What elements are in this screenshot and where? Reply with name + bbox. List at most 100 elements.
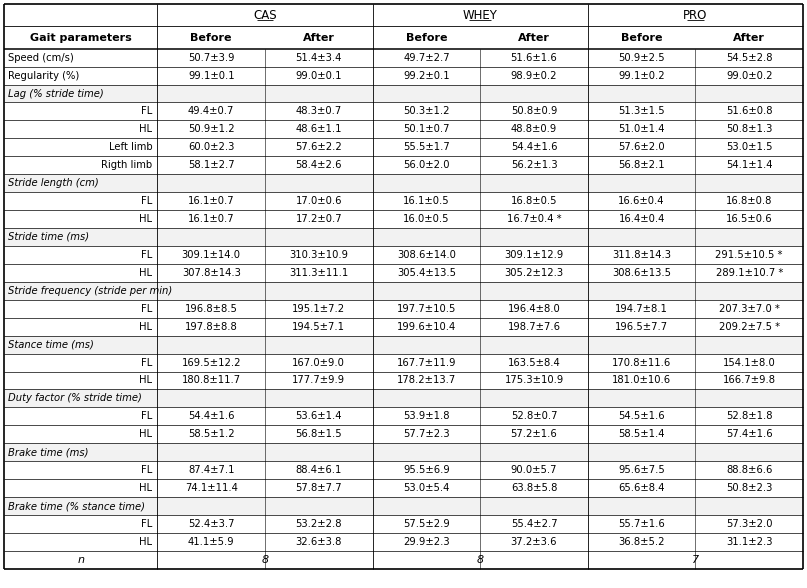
Text: HL: HL [140, 483, 153, 493]
Text: FL: FL [141, 412, 153, 422]
Bar [4, 85, 803, 102]
Text: 51.0±1.4: 51.0±1.4 [618, 125, 665, 135]
Text: 8: 8 [261, 555, 269, 565]
Text: FL: FL [141, 465, 153, 475]
Text: 167.0±9.0: 167.0±9.0 [292, 358, 345, 368]
Text: 178.2±13.7: 178.2±13.7 [397, 376, 456, 386]
Text: Regularity (%): Regularity (%) [8, 71, 79, 81]
Text: 57.2±1.6: 57.2±1.6 [511, 429, 558, 439]
Text: 167.7±11.9: 167.7±11.9 [397, 358, 456, 368]
Text: 209.2±7.5 *: 209.2±7.5 * [719, 322, 780, 332]
Text: After: After [734, 32, 765, 42]
Bar [4, 497, 803, 515]
Text: 58.5±1.2: 58.5±1.2 [188, 429, 235, 439]
Text: After: After [518, 32, 550, 42]
Text: 194.7±8.1: 194.7±8.1 [615, 304, 668, 314]
Text: 197.8±8.8: 197.8±8.8 [185, 322, 237, 332]
Text: 31.1±2.3: 31.1±2.3 [726, 537, 772, 547]
Text: 175.3±10.9: 175.3±10.9 [504, 376, 563, 386]
Text: 65.6±8.4: 65.6±8.4 [618, 483, 665, 493]
Text: 305.2±12.3: 305.2±12.3 [504, 268, 563, 278]
Text: HL: HL [140, 268, 153, 278]
Text: 307.8±14.3: 307.8±14.3 [182, 268, 240, 278]
Text: Brake time (% stance time): Brake time (% stance time) [8, 501, 145, 511]
Text: FL: FL [141, 196, 153, 206]
Text: 311.8±14.3: 311.8±14.3 [612, 250, 671, 260]
Text: 163.5±8.4: 163.5±8.4 [508, 358, 560, 368]
Text: 88.4±6.1: 88.4±6.1 [295, 465, 342, 475]
Text: 56.8±1.5: 56.8±1.5 [295, 429, 342, 439]
Text: 8: 8 [477, 555, 483, 565]
Text: 36.8±5.2: 36.8±5.2 [618, 537, 665, 547]
Text: 48.8±0.9: 48.8±0.9 [511, 125, 557, 135]
Text: Brake time (ms): Brake time (ms) [8, 447, 89, 457]
Text: FL: FL [141, 106, 153, 116]
Text: 199.6±10.4: 199.6±10.4 [397, 322, 456, 332]
Text: 87.4±7.1: 87.4±7.1 [188, 465, 235, 475]
Text: 99.1±0.2: 99.1±0.2 [618, 71, 665, 81]
Text: 310.3±10.9: 310.3±10.9 [289, 250, 349, 260]
Text: 74.1±11.4: 74.1±11.4 [185, 483, 237, 493]
Text: 17.0±0.6: 17.0±0.6 [295, 196, 342, 206]
Text: 16.8±0.5: 16.8±0.5 [511, 196, 558, 206]
Text: 16.7±0.4 *: 16.7±0.4 * [507, 214, 562, 224]
Text: 57.5±2.9: 57.5±2.9 [403, 519, 449, 529]
Text: 311.3±11.1: 311.3±11.1 [289, 268, 349, 278]
Text: 58.4±2.6: 58.4±2.6 [295, 161, 342, 171]
Text: 52.8±0.7: 52.8±0.7 [511, 412, 558, 422]
Text: 63.8±5.8: 63.8±5.8 [511, 483, 557, 493]
Bar [4, 389, 803, 407]
Text: CAS: CAS [253, 9, 277, 22]
Text: 50.1±0.7: 50.1±0.7 [404, 125, 449, 135]
Text: HL: HL [140, 322, 153, 332]
Text: 154.1±8.0: 154.1±8.0 [723, 358, 776, 368]
Text: 56.2±1.3: 56.2±1.3 [511, 161, 558, 171]
Text: 177.7±9.9: 177.7±9.9 [292, 376, 345, 386]
Text: 51.6±0.8: 51.6±0.8 [726, 106, 772, 116]
Text: 50.8±1.3: 50.8±1.3 [726, 125, 772, 135]
Text: 57.7±2.3: 57.7±2.3 [403, 429, 449, 439]
Text: 181.0±10.6: 181.0±10.6 [612, 376, 671, 386]
Text: 196.8±8.5: 196.8±8.5 [185, 304, 237, 314]
Text: 194.5±7.1: 194.5±7.1 [292, 322, 345, 332]
Text: 54.4±1.6: 54.4±1.6 [188, 412, 235, 422]
Text: 32.6±3.8: 32.6±3.8 [295, 537, 342, 547]
Text: WHEY: WHEY [462, 9, 498, 22]
Text: 166.7±9.8: 166.7±9.8 [723, 376, 776, 386]
Text: 16.1±0.5: 16.1±0.5 [403, 196, 449, 206]
Text: HL: HL [140, 429, 153, 439]
Text: 55.7±1.6: 55.7±1.6 [618, 519, 665, 529]
Text: 49.4±0.7: 49.4±0.7 [188, 106, 234, 116]
Text: 50.8±2.3: 50.8±2.3 [726, 483, 772, 493]
Text: Stride frequency (stride per min): Stride frequency (stride per min) [8, 286, 172, 296]
Text: 95.5±6.9: 95.5±6.9 [403, 465, 449, 475]
Text: 54.5±1.6: 54.5±1.6 [618, 412, 665, 422]
Text: 60.0±2.3: 60.0±2.3 [188, 142, 234, 152]
Text: 54.5±2.8: 54.5±2.8 [726, 53, 772, 63]
Text: 196.4±8.0: 196.4±8.0 [508, 304, 560, 314]
Text: Before: Before [621, 32, 663, 42]
Text: 57.3±2.0: 57.3±2.0 [726, 519, 772, 529]
Text: Before: Before [406, 32, 447, 42]
Text: FL: FL [141, 304, 153, 314]
Text: 99.2±0.1: 99.2±0.1 [403, 71, 449, 81]
Text: Duty factor (% stride time): Duty factor (% stride time) [8, 393, 142, 403]
Text: Left limb: Left limb [109, 142, 153, 152]
Text: 57.6±2.2: 57.6±2.2 [295, 142, 342, 152]
Text: 58.5±1.4: 58.5±1.4 [618, 429, 665, 439]
Text: 309.1±12.9: 309.1±12.9 [504, 250, 563, 260]
Text: 196.5±7.7: 196.5±7.7 [615, 322, 668, 332]
Text: 29.9±2.3: 29.9±2.3 [403, 537, 449, 547]
Text: 53.6±1.4: 53.6±1.4 [295, 412, 342, 422]
Text: FL: FL [141, 250, 153, 260]
Text: Rigth limb: Rigth limb [102, 161, 153, 171]
Text: 308.6±13.5: 308.6±13.5 [612, 268, 671, 278]
Text: 51.3±1.5: 51.3±1.5 [618, 106, 665, 116]
Text: HL: HL [140, 214, 153, 224]
Text: 53.0±5.4: 53.0±5.4 [404, 483, 449, 493]
Text: 50.7±3.9: 50.7±3.9 [188, 53, 235, 63]
Text: HL: HL [140, 376, 153, 386]
Text: After: After [303, 32, 335, 42]
Text: 16.8±0.8: 16.8±0.8 [726, 196, 772, 206]
Text: 99.0±0.2: 99.0±0.2 [726, 71, 772, 81]
